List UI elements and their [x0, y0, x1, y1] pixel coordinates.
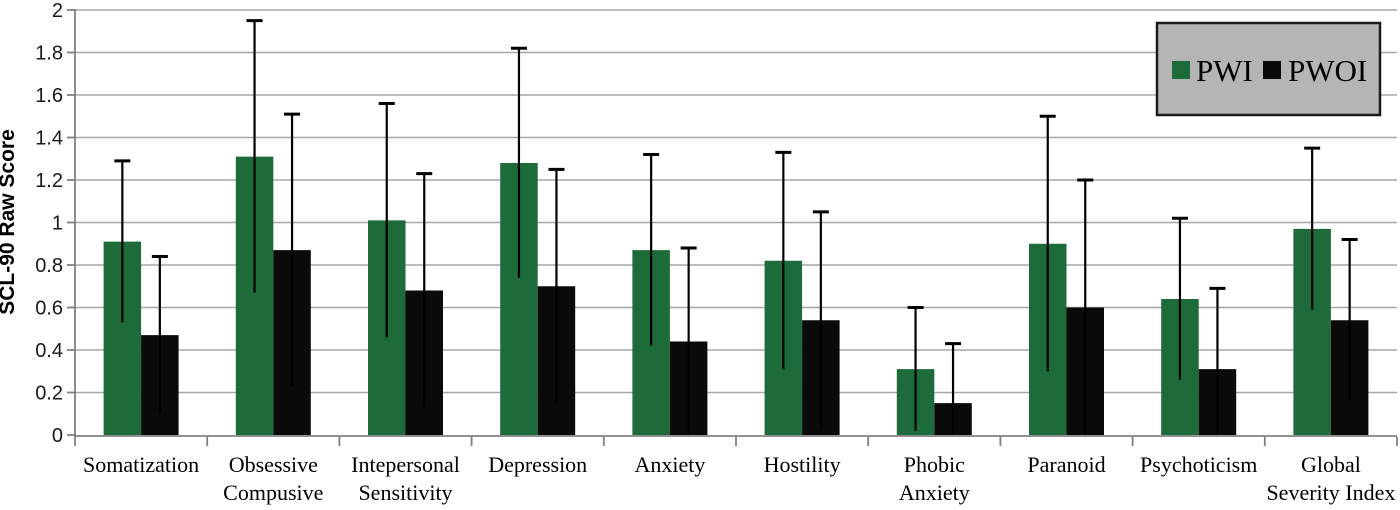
x-category-label-anxiety: Anxiety [634, 452, 705, 477]
y-axis-title: SCL-90 Raw Score [0, 129, 19, 315]
y-tick-label: 2 [52, 0, 63, 22]
legend-swatch-pwoi [1263, 61, 1281, 79]
x-category-label-global-severity-index: Severity Index [1266, 480, 1395, 505]
legend-label-pwi: PWI [1196, 53, 1253, 88]
x-category-label-phobic-anxiety: Phobic [904, 452, 965, 477]
x-category-label-obsessive-compusive: Obsessive [229, 452, 318, 477]
y-tick-label: 0.2 [35, 383, 63, 405]
x-category-label-paranoid: Paranoid [1027, 452, 1105, 477]
y-tick-label: 0.8 [35, 255, 63, 277]
y-tick-label: 0 [52, 425, 63, 447]
y-tick-label: 1.6 [35, 85, 63, 107]
x-category-label-psychoticism: Psychoticism [1140, 452, 1257, 477]
y-tick-label: 0.6 [35, 298, 63, 320]
x-category-label-intepersonal-sensitivity: Sensitivity [358, 480, 452, 505]
y-tick-label: 0.4 [35, 340, 63, 362]
x-category-label-hostility: Hostility [764, 452, 841, 477]
x-category-label-global-severity-index: Global [1301, 452, 1361, 477]
y-tick-label: 1.8 [35, 43, 63, 65]
y-tick-label: 1.2 [35, 170, 63, 192]
legend-swatch-pwi [1172, 61, 1190, 79]
x-category-label-obsessive-compusive: Compusive [223, 480, 323, 505]
x-category-label-depression: Depression [488, 452, 587, 477]
y-tick-label: 1.4 [35, 128, 63, 150]
y-tick-label: 1 [52, 213, 63, 235]
x-category-label-phobic-anxiety: Anxiety [899, 480, 970, 505]
legend-label-pwoi: PWOI [1288, 53, 1367, 88]
x-category-label-intepersonal-sensitivity: Intepersonal [351, 452, 460, 477]
x-category-label-somatization: Somatization [83, 452, 199, 477]
